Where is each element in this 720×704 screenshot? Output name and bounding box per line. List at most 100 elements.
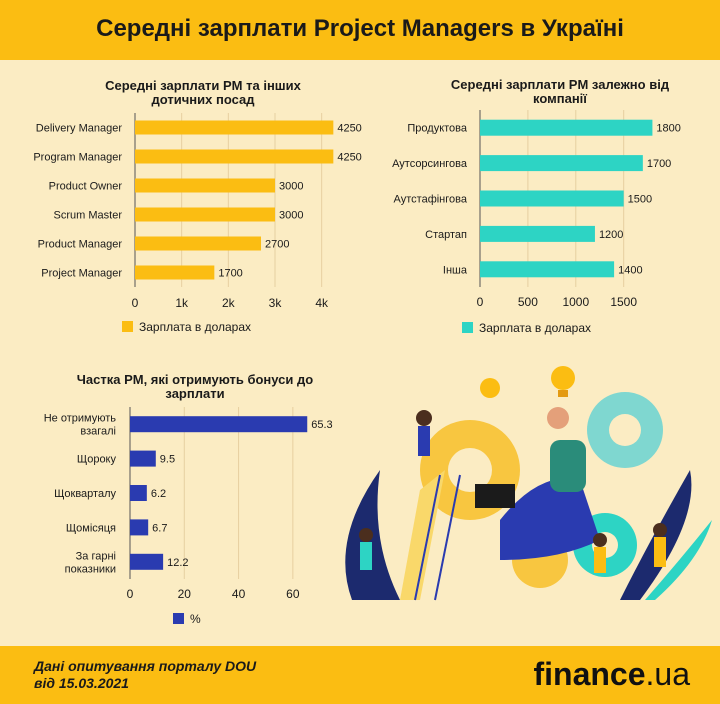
- legend-label: %: [190, 612, 201, 626]
- page-title: Середні зарплати Project Managers в Укра…: [96, 15, 624, 42]
- brand-domain: .ua: [645, 656, 690, 692]
- category-label: Product Manager: [38, 239, 123, 251]
- category-label-line: Delivery Manager: [36, 123, 123, 135]
- category-label-line: Щомісяця: [66, 522, 116, 534]
- category-label-line: Аутсорсингова: [392, 158, 468, 170]
- data-label: 4250: [337, 123, 361, 135]
- x-tick-label: 0: [477, 295, 484, 309]
- brand-logo: finance.ua: [533, 656, 690, 693]
- category-label-line: Program Manager: [33, 152, 122, 164]
- x-tick-label: 1k: [175, 296, 189, 310]
- chart-1: 0 1k 2k 3k 4k 4250 Delivery Manager 4250 Program…: [33, 113, 362, 334]
- x-tick-label: 500: [518, 295, 538, 309]
- category-label-line: Аутстафінгова: [394, 194, 468, 206]
- bar: [480, 261, 615, 278]
- category-label-line: Стартап: [425, 229, 467, 241]
- data-label: 6.2: [151, 488, 166, 500]
- source-line-1: Дані опитування порталу DOU: [34, 658, 257, 674]
- category-label: Product Owner: [49, 181, 123, 193]
- data-label: 1800: [656, 123, 680, 135]
- category-label-line: Product Manager: [38, 239, 123, 251]
- x-tick-label: 60: [286, 587, 300, 601]
- category-label-line: За гарні: [76, 550, 116, 562]
- source-note: Дані опитування порталу DOU від 15.03.20…: [34, 658, 256, 692]
- brand-name: finance: [533, 656, 646, 692]
- bar: [135, 178, 275, 193]
- category-label-line: Продуктова: [407, 123, 468, 135]
- category-label-line: Щокварталу: [54, 488, 116, 500]
- category-label: Щомісяця: [66, 522, 116, 534]
- category-label: Program Manager: [33, 152, 122, 164]
- data-label: 1700: [218, 268, 242, 280]
- x-tick-label: 1500: [610, 295, 637, 309]
- data-label: 4250: [337, 152, 361, 164]
- legend-label: Зарплата в доларах: [479, 321, 591, 335]
- chart2-title: Середні зарплати PM залежно від компанії: [450, 77, 670, 106]
- legend-swatch: [122, 321, 133, 332]
- bar: [135, 265, 215, 280]
- data-label: 3000: [279, 181, 303, 193]
- legend-label: Зарплата в доларах: [139, 320, 251, 334]
- category-label-line: взагалі: [80, 426, 116, 438]
- data-label: 2700: [265, 239, 289, 251]
- category-label: Щокварталу: [54, 488, 116, 500]
- category-label-line: Інша: [443, 264, 468, 276]
- category-label-line: показники: [65, 563, 116, 575]
- bar: [135, 236, 261, 251]
- data-label: 1400: [618, 264, 642, 276]
- category-label: За гарні показники: [65, 550, 116, 575]
- chart1-title: Середні зарплати PM та інших дотичних по…: [105, 78, 301, 107]
- chart3-title: Частка PM, які отримують бонуси до зарпл…: [76, 372, 314, 401]
- category-label: Не отримують взагалі: [44, 413, 117, 438]
- legend-swatch: [173, 613, 184, 624]
- x-tick-label: 4k: [315, 296, 329, 310]
- bar: [130, 553, 164, 570]
- category-label-line: Не отримують: [44, 413, 117, 425]
- data-label: 3000: [279, 210, 303, 222]
- team-illustration: [345, 366, 712, 601]
- chart-3: 0 20 40 60 65.3 Не отримують взагалі 9.5 Щороку 6…: [44, 407, 333, 626]
- header-bar: Середні зарплати Project Managers в Укра…: [0, 0, 720, 60]
- bar: [480, 190, 624, 207]
- x-tick-label: 2k: [222, 296, 236, 310]
- data-label: 6.7: [152, 522, 167, 534]
- footer-bar: Дані опитування порталу DOU від 15.03.20…: [0, 646, 720, 704]
- category-label-line: Scrum Master: [54, 210, 123, 222]
- data-label: 65.3: [311, 419, 332, 431]
- category-label: Delivery Manager: [36, 123, 123, 135]
- bar: [130, 519, 149, 536]
- data-label: 1500: [628, 194, 652, 206]
- x-tick-label: 0: [127, 587, 134, 601]
- data-label: 1200: [599, 229, 623, 241]
- bar: [480, 155, 643, 172]
- data-label: 12.2: [167, 557, 188, 569]
- category-label-line: Product Owner: [49, 181, 123, 193]
- bar: [135, 207, 275, 222]
- data-label: 1700: [647, 158, 671, 170]
- x-tick-label: 40: [232, 587, 246, 601]
- bar: [130, 450, 156, 467]
- category-label: Project Manager: [41, 268, 122, 280]
- category-label: Аутсорсингова: [392, 158, 468, 170]
- category-label: Scrum Master: [54, 210, 123, 222]
- chart-2: 0 500 1000 1500 1800 Продуктова 1700 Аутсорсинг…: [392, 110, 681, 335]
- category-label-line: Project Manager: [41, 268, 122, 280]
- category-label: Продуктова: [407, 123, 468, 135]
- category-label: Інша: [443, 264, 468, 276]
- category-label-line: Щороку: [77, 454, 117, 466]
- bar: [130, 485, 147, 501]
- x-tick-label: 3k: [269, 296, 283, 310]
- category-label: Стартап: [425, 229, 467, 241]
- bar: [130, 416, 308, 433]
- category-label: Аутстафінгова: [394, 194, 468, 206]
- x-tick-label: 1000: [562, 295, 589, 309]
- bar: [480, 225, 595, 242]
- data-label: 9.5: [160, 454, 175, 466]
- bar: [135, 149, 334, 164]
- x-tick-label: 20: [178, 587, 192, 601]
- legend-swatch: [462, 322, 473, 333]
- x-tick-label: 0: [132, 296, 139, 310]
- source-line-2: від 15.03.2021: [34, 675, 129, 691]
- category-label: Щороку: [77, 454, 117, 466]
